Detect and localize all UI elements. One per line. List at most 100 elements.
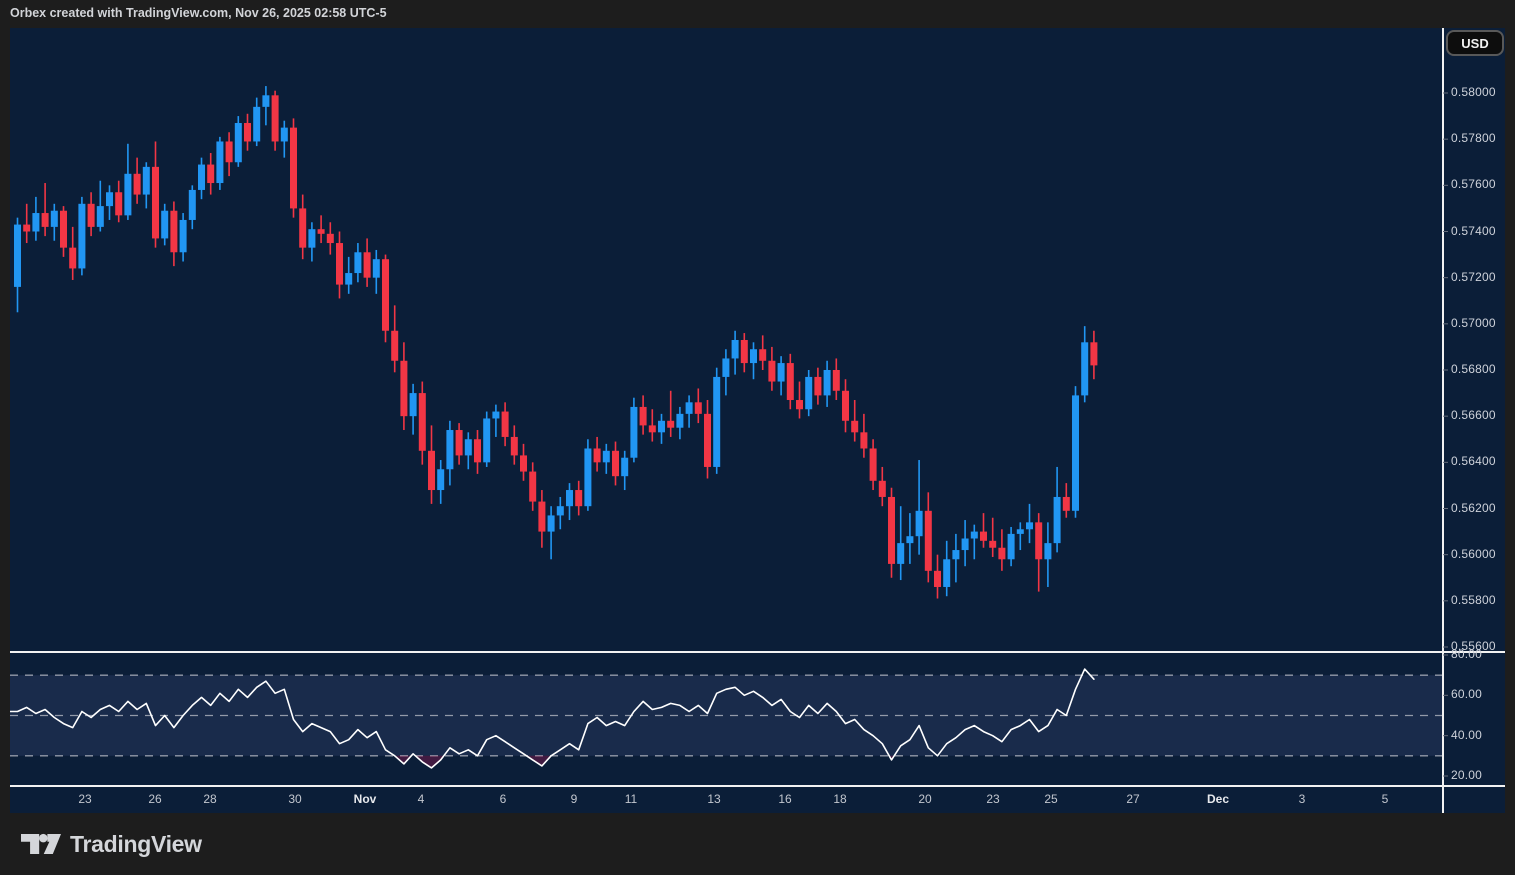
candle-body-down (1035, 522, 1043, 560)
candle-body-down (207, 164, 215, 184)
candlestick-chart (10, 28, 1505, 813)
candle-body-up (685, 402, 693, 414)
candle-body-up (1072, 395, 1079, 511)
candle-body-up (1016, 529, 1024, 534)
price-axis-label: 0.56400 (1451, 454, 1496, 469)
candle-body-up (124, 173, 132, 216)
candle-body-down (667, 420, 675, 428)
candle-body-up (32, 213, 40, 232)
price-axis-label: 0.56200 (1451, 500, 1496, 515)
time-axis-label: 5 (1381, 792, 1389, 806)
price-axis-label: 0.55600 (1451, 639, 1496, 653)
price-axis-label: 0.57800 (1451, 131, 1496, 146)
candle-body-up (906, 536, 914, 544)
time-axis-label: 25 (1044, 792, 1058, 806)
time-axis-label: Dec (1206, 792, 1230, 806)
candle-body-up (483, 418, 491, 463)
candle-body-up (658, 420, 665, 433)
candle-body-down (41, 213, 49, 227)
footer-bar: TradingView (0, 813, 1515, 875)
indicator-axis-label: 60.00 (1451, 687, 1483, 702)
price-axis-label: 0.56000 (1451, 546, 1496, 561)
tradingview-logo[interactable]: TradingView (21, 828, 202, 860)
time-axis-label: 3 (1298, 792, 1306, 806)
price-axis-label: 0.57600 (1451, 177, 1496, 192)
currency-toggle-button[interactable]: USD (1446, 30, 1504, 56)
candle-body-up (621, 457, 629, 477)
time-axis-label: 23 (986, 792, 1000, 806)
candle-body-up (234, 123, 242, 163)
candle-body-up (556, 506, 564, 516)
indicator-axis-label: 20.00 (1451, 768, 1483, 782)
candle-body-down (115, 192, 123, 216)
candle-body-up (280, 127, 288, 142)
candle-body-down (501, 411, 509, 437)
candle-body-up (970, 531, 978, 539)
candle-body-down (400, 360, 408, 417)
candle-body-up (308, 229, 316, 248)
candle-body-up (1007, 533, 1015, 560)
candle-body-down (878, 480, 886, 497)
candle-body-down (363, 252, 371, 278)
candle-body-down (869, 448, 877, 481)
price-axis-label: 0.57200 (1451, 269, 1496, 284)
candle-body-down (474, 439, 481, 463)
candle-body-down (842, 390, 849, 421)
price-axis-label: 0.56800 (1451, 362, 1496, 376)
candle-body-up (78, 203, 86, 269)
candle-body-up (547, 515, 555, 532)
price-axis-label: 0.56600 (1451, 408, 1496, 423)
candle-body-up (943, 559, 951, 587)
candle-body-down (924, 510, 932, 571)
time-axis-label: 6 (499, 792, 507, 806)
candle-body-up (823, 370, 831, 396)
candle-body-up (354, 252, 362, 274)
time-axis-label: 9 (570, 792, 578, 806)
price-axis-label: 0.58000 (1451, 85, 1496, 99)
indicator-axis-label: 40.00 (1451, 727, 1483, 742)
candle-body-down (455, 430, 463, 456)
candle-body-up (492, 411, 500, 419)
candle-body-down (1062, 496, 1070, 511)
price-axis-label: 0.57400 (1451, 223, 1496, 238)
candle-body-up (805, 376, 813, 410)
candle-body-up (142, 166, 150, 195)
candle-body-up (188, 189, 196, 220)
candle-body-up (897, 543, 905, 564)
time-axis-label: 18 (833, 792, 847, 806)
candle-body-down (814, 376, 822, 396)
time-axis-label: 20 (918, 792, 932, 806)
candle-body-down (529, 471, 537, 502)
candle-body-down (69, 247, 77, 269)
tradingview-logo-text: TradingView (70, 830, 202, 857)
candle-body-down (87, 203, 95, 227)
time-axis-label: 30 (288, 792, 302, 806)
time-axis-label: 27 (1126, 792, 1140, 806)
candle-body-up (179, 219, 187, 253)
candle-body-down (391, 330, 399, 361)
candle-body-down (796, 400, 803, 410)
candle-body-up (161, 210, 169, 239)
candle-body-down (639, 406, 647, 426)
candle-body-up (1044, 543, 1052, 560)
candle-body-up (106, 192, 113, 207)
candle-body-down (244, 123, 251, 142)
time-axis-label: 26 (148, 792, 162, 806)
candle-body-up (446, 430, 454, 470)
rsi-line (10, 668, 1095, 769)
candle-body-up (216, 141, 224, 184)
candle-body-down (271, 95, 279, 142)
candle-body-up (952, 550, 960, 560)
time-axis-label: 11 (624, 792, 638, 806)
candle-body-down (759, 349, 767, 361)
candle-body-down (520, 455, 527, 472)
candle-body-up (584, 448, 592, 507)
time-axis-label: 13 (707, 792, 721, 806)
rsi-oversold-fill (394, 755, 895, 768)
candle-body-up (437, 469, 445, 491)
price-axis-label: 0.55800 (1451, 592, 1496, 607)
candle-body-down (133, 173, 141, 195)
candle-body-down (510, 436, 518, 456)
candle-body-up (464, 439, 472, 456)
